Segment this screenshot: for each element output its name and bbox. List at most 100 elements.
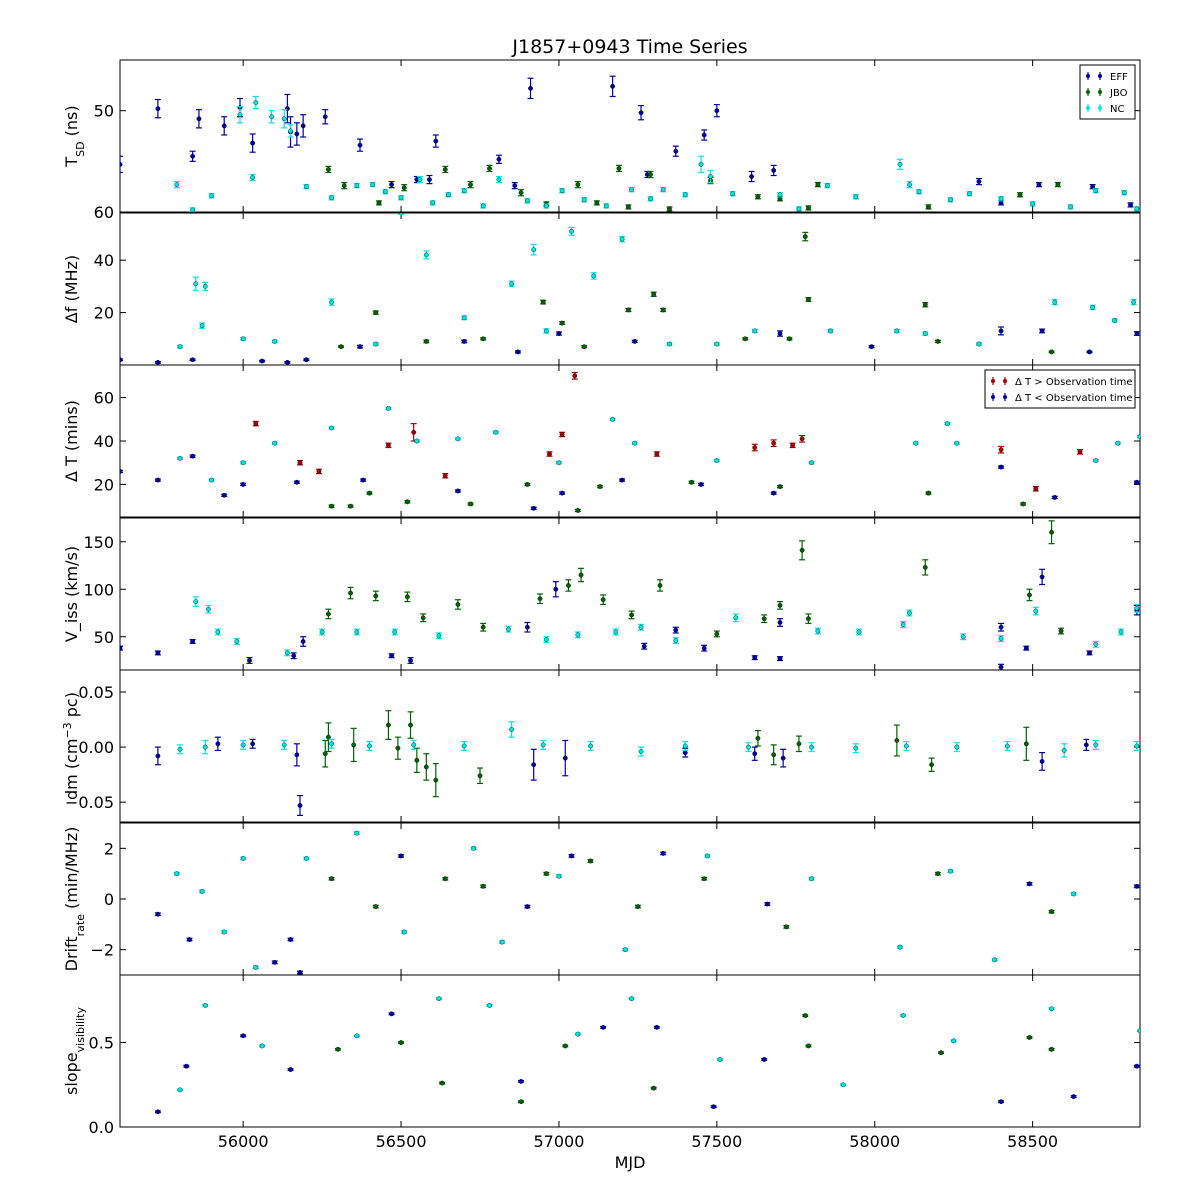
data-point <box>575 508 581 513</box>
data-point <box>575 182 581 188</box>
data-point <box>430 200 436 206</box>
data-point <box>215 741 221 747</box>
data-point <box>272 959 278 965</box>
data-point <box>869 344 874 350</box>
data-point <box>357 344 363 350</box>
panel-frame <box>119 822 1141 976</box>
data-point <box>897 161 903 167</box>
x-tick-label: 56000 <box>218 1132 269 1151</box>
data-point <box>190 453 196 459</box>
data-point <box>569 853 574 859</box>
data-point <box>300 123 306 129</box>
data-point <box>1137 1028 1140 1034</box>
data-point <box>259 358 265 364</box>
data-point <box>998 328 1004 334</box>
data-point <box>209 193 214 199</box>
data-point <box>408 658 413 663</box>
data-point <box>1083 742 1089 748</box>
data-point <box>155 1109 161 1115</box>
data-point <box>417 177 423 182</box>
data-point <box>1115 440 1121 446</box>
data-point <box>752 328 758 334</box>
y-tick-label: 60 <box>94 389 114 408</box>
data-point <box>543 328 549 334</box>
data-point <box>755 735 761 741</box>
panel-frame <box>119 517 1141 671</box>
data-point <box>389 653 394 659</box>
panel-1: 50 60 TSD (ns) EFF JBO NC <box>62 59 1141 222</box>
data-point <box>802 234 808 239</box>
data-point <box>935 339 941 344</box>
data-point <box>414 757 420 763</box>
data-point <box>1039 759 1045 764</box>
data-point <box>660 187 666 193</box>
data-point <box>777 484 783 489</box>
data-point <box>547 451 552 457</box>
data-point <box>790 442 796 448</box>
data-point <box>588 858 593 864</box>
data-point <box>913 440 919 446</box>
data-point <box>411 742 417 748</box>
data-point <box>802 1013 808 1018</box>
data-point <box>404 499 410 505</box>
data-point <box>657 583 663 588</box>
data-point <box>183 1063 189 1069</box>
data-point <box>780 755 786 761</box>
y-tick-label: 0.5 <box>89 1034 114 1053</box>
data-point <box>667 206 672 212</box>
data-point <box>120 469 123 474</box>
data-point <box>398 195 404 201</box>
data-point <box>622 947 628 953</box>
data-point <box>698 161 704 167</box>
data-point <box>155 911 161 917</box>
y-tick-label: 40 <box>94 251 114 270</box>
data-point <box>373 310 379 315</box>
data-point <box>480 883 486 889</box>
data-point <box>619 477 625 483</box>
data-point <box>1020 501 1026 507</box>
legend-entry: Δ T > Observation time <box>1015 377 1133 388</box>
data-point <box>524 198 530 204</box>
data-point <box>392 629 398 635</box>
data-point <box>1087 349 1092 355</box>
data-point <box>673 627 679 633</box>
data-point <box>648 172 653 177</box>
data-point <box>250 140 256 146</box>
x-tick-label: 58500 <box>1007 1132 1058 1151</box>
data-point <box>629 187 634 193</box>
data-point <box>357 142 363 148</box>
data-point <box>771 490 777 496</box>
y-label-unit: (ns) <box>62 105 81 141</box>
y-label-main: Drift <box>62 936 81 971</box>
data-point <box>461 188 467 194</box>
data-point <box>427 177 432 182</box>
data-point <box>998 464 1004 470</box>
data-point <box>701 876 707 882</box>
data-point <box>382 189 388 195</box>
legend-entry: EFF <box>1110 72 1128 83</box>
data-point <box>559 320 565 326</box>
data-point <box>806 297 811 302</box>
data-point <box>761 616 767 622</box>
data-point <box>240 336 246 342</box>
data-point <box>682 743 688 749</box>
data-point <box>926 490 931 496</box>
legend-marker <box>1086 74 1090 78</box>
data-point <box>954 440 960 446</box>
data-point <box>1052 495 1058 500</box>
x-tick-label: 57000 <box>533 1132 584 1151</box>
data-point <box>360 477 366 483</box>
data-point <box>398 853 404 859</box>
data-point <box>900 1013 906 1018</box>
data-point <box>354 629 360 635</box>
data-point <box>1090 304 1096 310</box>
data-point <box>553 586 559 592</box>
data-point <box>480 624 486 630</box>
y-tick-label: −2 <box>90 941 114 960</box>
data-point <box>610 416 616 422</box>
data-point <box>654 1024 660 1030</box>
data-point <box>796 206 802 212</box>
data-point <box>351 742 357 748</box>
data-point <box>632 339 638 344</box>
y-tick-label: 20 <box>94 304 114 323</box>
